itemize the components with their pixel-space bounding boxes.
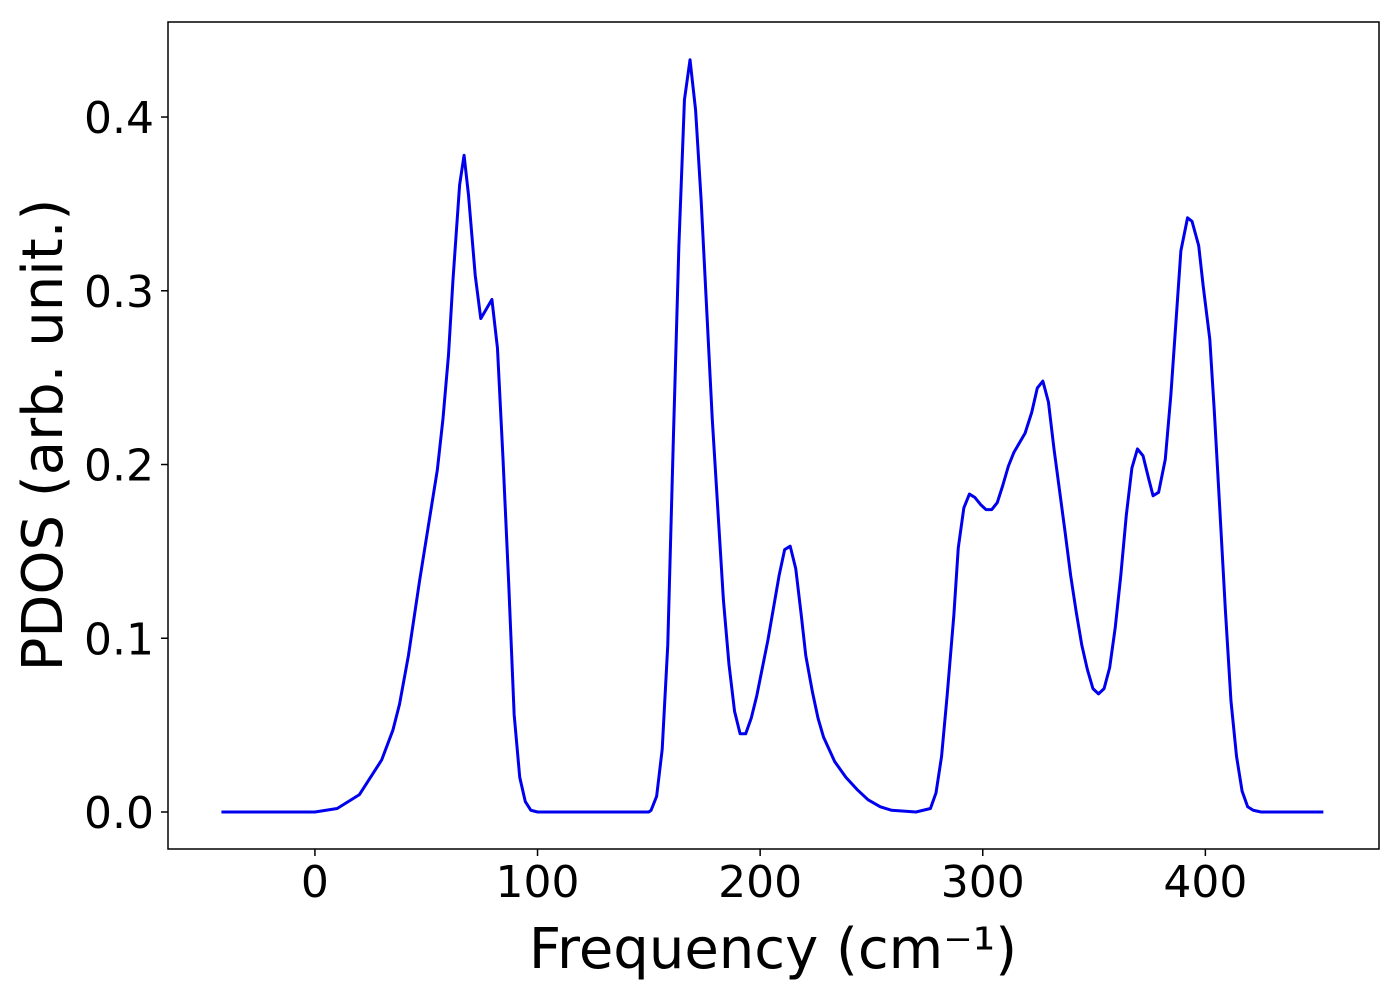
y-tick-label: 0.2 bbox=[84, 441, 154, 492]
y-tick-label: 0.3 bbox=[84, 267, 154, 318]
data-line bbox=[221, 58, 1324, 814]
plot-frame bbox=[167, 21, 1380, 850]
x-tick-label: 0 bbox=[301, 857, 329, 908]
x-tick-label: 200 bbox=[718, 857, 802, 908]
y-axis-label: PDOS (arb. unit.) bbox=[11, 199, 76, 672]
x-axis-label: Frequency (cm⁻¹) bbox=[529, 917, 1017, 982]
x-tick-label: 400 bbox=[1163, 857, 1247, 908]
x-tick-label: 300 bbox=[941, 857, 1025, 908]
x-tick-label: 100 bbox=[496, 857, 580, 908]
y-tick-label: 0.0 bbox=[84, 788, 154, 839]
y-tick-label: 0.1 bbox=[84, 614, 154, 665]
y-tick-label: 0.4 bbox=[84, 93, 154, 144]
